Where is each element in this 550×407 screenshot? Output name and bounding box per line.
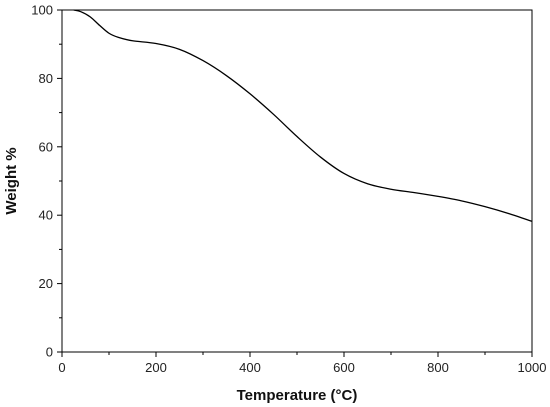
- x-tick-label: 600: [333, 360, 355, 375]
- weight-curve: [73, 9, 533, 222]
- x-axis-ticks: 0 200 400 600 800 1000: [58, 352, 546, 375]
- y-tick-label: 60: [39, 139, 53, 154]
- y-tick-label: 100: [31, 3, 53, 18]
- x-axis-label: Temperature (°C): [237, 387, 358, 404]
- x-tick-label: 200: [145, 360, 167, 375]
- plot-frame: [61, 9, 533, 353]
- x-tick-label: 0: [58, 360, 65, 375]
- y-axis-ticks: 0 20 40 60 80 100: [31, 3, 62, 360]
- x-tick-label: 800: [427, 360, 449, 375]
- y-tick-label: 20: [39, 276, 53, 291]
- x-tick-label: 400: [239, 360, 261, 375]
- y-tick-label: 40: [39, 208, 53, 223]
- y-axis-label: Weight %: [3, 147, 20, 214]
- y-tick-label: 80: [39, 71, 53, 86]
- y-tick-label: 0: [46, 345, 53, 360]
- x-tick-label: 1000: [518, 360, 547, 375]
